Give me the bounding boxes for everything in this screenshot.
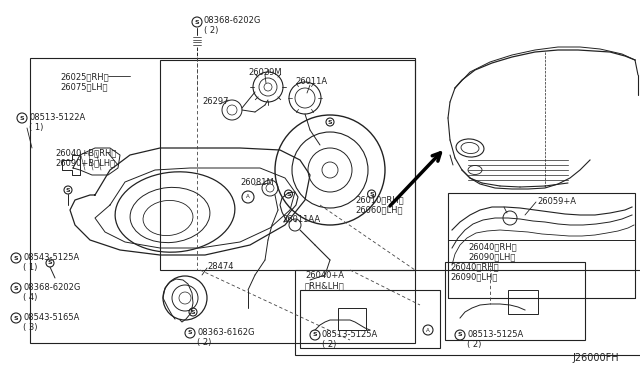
- Bar: [448, 193, 635, 298]
- Text: 26060〈LH〉: 26060〈LH〉: [355, 205, 403, 214]
- Text: 26029M: 26029M: [248, 68, 282, 77]
- Text: 08368-6202G: 08368-6202G: [204, 16, 261, 25]
- Text: 08513-5125A: 08513-5125A: [467, 330, 524, 339]
- Text: 26081M: 26081M: [240, 178, 274, 187]
- Text: S: S: [48, 260, 52, 266]
- Text: 26010〈RH〉: 26010〈RH〉: [355, 195, 404, 204]
- Text: 26011A: 26011A: [295, 77, 327, 86]
- Text: ( 4): ( 4): [23, 293, 37, 302]
- Text: S: S: [20, 115, 24, 121]
- Text: 08543-5125A: 08543-5125A: [23, 253, 79, 262]
- Bar: [445, 262, 585, 340]
- Text: S: S: [13, 256, 19, 260]
- Bar: [338, 308, 366, 330]
- Text: 26040+A: 26040+A: [305, 271, 344, 280]
- Text: 08363-6162G: 08363-6162G: [197, 328, 255, 337]
- Text: S: S: [286, 192, 291, 196]
- Text: ( 2): ( 2): [322, 340, 337, 349]
- Text: ( 3): ( 3): [23, 323, 38, 332]
- Text: S: S: [328, 119, 332, 125]
- Text: S: S: [313, 333, 317, 337]
- Text: S: S: [191, 310, 195, 314]
- Text: S: S: [13, 315, 19, 321]
- Text: 26040〈RH〉: 26040〈RH〉: [468, 242, 516, 251]
- Text: 26059+A: 26059+A: [537, 197, 576, 206]
- Text: A: A: [426, 327, 430, 333]
- Text: 26090+B〈LH〉: 26090+B〈LH〉: [55, 158, 115, 167]
- Bar: [300, 290, 440, 348]
- Text: ( 2): ( 2): [204, 26, 218, 35]
- Text: S: S: [188, 330, 192, 336]
- Text: 26297: 26297: [202, 97, 228, 106]
- Text: ( 2): ( 2): [197, 338, 211, 347]
- Text: 26011AA: 26011AA: [282, 215, 320, 224]
- Text: S: S: [66, 187, 70, 192]
- Text: S: S: [458, 333, 462, 337]
- Text: A: A: [246, 195, 250, 199]
- Text: 08513-5125A: 08513-5125A: [322, 330, 378, 339]
- Text: ( 2): ( 2): [467, 340, 481, 349]
- Bar: [448, 240, 635, 298]
- Text: S: S: [195, 19, 199, 25]
- Text: 26090〈LH〉: 26090〈LH〉: [468, 252, 515, 261]
- Bar: [160, 60, 415, 270]
- Text: ( 1): ( 1): [23, 263, 37, 272]
- Text: ( 1): ( 1): [29, 123, 44, 132]
- Text: J26000FH: J26000FH: [572, 353, 619, 363]
- Text: 08543-5165A: 08543-5165A: [23, 313, 79, 322]
- Text: 08513-5122A: 08513-5122A: [29, 113, 85, 122]
- Text: 26075〈LH〉: 26075〈LH〉: [60, 82, 108, 91]
- Text: S: S: [13, 285, 19, 291]
- Bar: [295, 270, 640, 355]
- Text: 26040〈RH〉: 26040〈RH〉: [450, 262, 499, 271]
- Text: 〈RH&LH〉: 〈RH&LH〉: [305, 281, 345, 290]
- Bar: [30, 58, 415, 343]
- Text: 26090〈LH〉: 26090〈LH〉: [450, 272, 497, 281]
- Text: 08368-6202G: 08368-6202G: [23, 283, 81, 292]
- Text: 28474: 28474: [207, 262, 234, 271]
- Bar: [508, 290, 538, 314]
- Text: 26025〈RH〉: 26025〈RH〉: [60, 72, 109, 81]
- Text: S: S: [369, 192, 374, 196]
- Text: 26040+B〈RH〉: 26040+B〈RH〉: [55, 148, 116, 157]
